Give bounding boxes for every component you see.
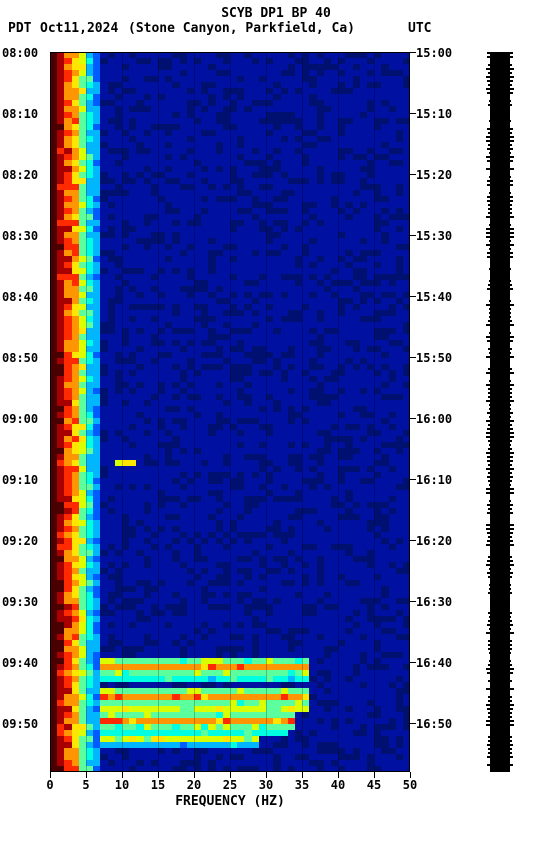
y-tick-left: 08:20	[2, 168, 46, 182]
amplitude-sidebar	[490, 52, 510, 772]
x-tick-label: 0	[38, 778, 62, 792]
x-tick-label: 15	[146, 778, 170, 792]
station-label: (Stone Canyon, Parkfield, Ca)	[128, 21, 355, 36]
y-tick-right: 16:10	[416, 473, 460, 487]
plot-border	[50, 52, 410, 772]
x-tick-label: 10	[110, 778, 134, 792]
y-tick-left: 09:30	[2, 595, 46, 609]
y-tick-right: 15:10	[416, 107, 460, 121]
y-tick-left: 09:00	[2, 412, 46, 426]
y-tick-right: 16:20	[416, 534, 460, 548]
y-tick-left: 08:30	[2, 229, 46, 243]
date-label: Oct11,2024	[40, 21, 118, 36]
spectrogram-plot	[50, 52, 410, 772]
y-tick-right: 16:40	[416, 656, 460, 670]
y-tick-right: 15:50	[416, 351, 460, 365]
y-tick-left: 08:00	[2, 46, 46, 60]
y-tick-right: 16:30	[416, 595, 460, 609]
x-tick-label: 40	[326, 778, 350, 792]
x-axis-title: FREQUENCY (HZ)	[50, 794, 410, 809]
y-tick-left: 09:20	[2, 534, 46, 548]
x-tick-label: 30	[254, 778, 278, 792]
y-tick-left: 08:50	[2, 351, 46, 365]
y-tick-right: 15:20	[416, 168, 460, 182]
y-tick-left: 09:10	[2, 473, 46, 487]
y-tick-left: 09:40	[2, 656, 46, 670]
y-tick-right: 15:40	[416, 290, 460, 304]
y-tick-right: 15:30	[416, 229, 460, 243]
x-tick-label: 50	[398, 778, 422, 792]
header-line2: PDT Oct11,2024 (Stone Canyon, Parkfield,…	[0, 21, 552, 39]
y-tick-left: 08:10	[2, 107, 46, 121]
y-tick-right: 16:00	[416, 412, 460, 426]
tz-left: PDT	[8, 21, 31, 36]
tz-right: UTC	[408, 21, 431, 36]
x-tick-label: 5	[74, 778, 98, 792]
chart-area: 08:0015:0008:1015:1008:2015:2008:3015:30…	[0, 52, 552, 832]
y-tick-right: 15:00	[416, 46, 460, 60]
y-tick-right: 16:50	[416, 717, 460, 731]
x-tick-label: 25	[218, 778, 242, 792]
title-line1: SCYB DP1 BP 40	[0, 0, 552, 21]
y-tick-left: 08:40	[2, 290, 46, 304]
x-tick-label: 35	[290, 778, 314, 792]
x-tick-label: 20	[182, 778, 206, 792]
y-tick-left: 09:50	[2, 717, 46, 731]
x-tick-label: 45	[362, 778, 386, 792]
